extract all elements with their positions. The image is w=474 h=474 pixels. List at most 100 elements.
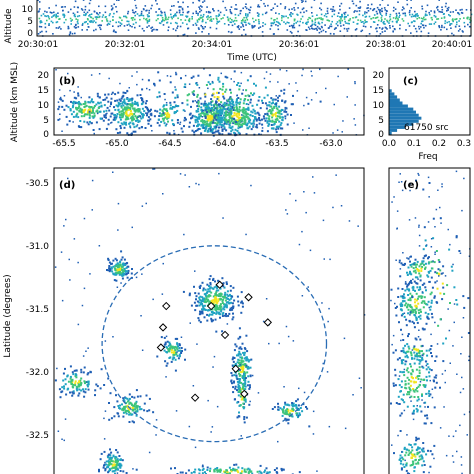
alt-lat-source [421,358,424,361]
alt-lat-source [414,276,417,279]
lon-alt-source [215,101,218,104]
alt-lat-source [409,464,412,467]
lon-alt-source [210,122,213,125]
lon-alt-source [242,89,244,91]
time-altitude-source [466,17,469,20]
lon-alt-source [102,99,105,101]
time-altitude-source [76,21,79,23]
lon-alt-source [91,115,94,118]
alt-lat-source [404,355,407,358]
lon-alt-source [228,115,231,118]
time-altitude-source [348,7,351,9]
time-altitude-source [340,25,342,27]
panel-a-ytick: 0 [27,29,33,39]
time-altitude-source [134,26,136,29]
lon-alt-source [224,104,227,107]
lon-alt-source [215,126,218,128]
plan-view-source [61,386,64,389]
lon-alt-source [196,129,199,132]
plan-view-source [190,471,193,474]
lon-alt-source [230,91,232,94]
time-altitude-source [148,18,151,21]
plan-view-source [123,408,126,411]
lon-alt-source [332,132,334,134]
lon-alt-source [257,99,260,102]
plan-view-source [242,367,245,370]
time-altitude-source [321,21,323,24]
time-altitude-source [422,18,424,20]
alt-lat-source [394,368,397,371]
lon-alt-source [223,122,226,125]
lon-alt-source [197,110,200,113]
time-altitude-source [381,15,383,17]
lon-alt-source [164,116,167,119]
time-altitude-source [115,6,117,8]
lon-alt-source [229,96,232,99]
plan-view-source [210,291,213,294]
alt-lat-source [416,187,418,189]
lon-alt-source [222,82,225,85]
plan-view-source [237,387,240,390]
plan-view-source [76,389,79,392]
lon-alt-source [245,114,248,117]
plan-view-source [117,415,120,418]
time-altitude-source [450,23,453,25]
alt-lat-source [429,450,432,453]
time-altitude-source [349,18,351,20]
alt-lat-source [418,265,421,268]
lon-alt-source [123,121,126,124]
plan-view-source [283,406,285,409]
alt-lat-source [398,321,400,324]
alt-lat-source [455,170,458,173]
lon-alt-source [186,94,189,97]
time-altitude-source [438,10,440,13]
alt-lat-source [416,387,418,390]
plan-view-source [216,469,219,472]
alt-lat-source [409,189,411,192]
lon-alt-source [107,100,110,103]
time-altitude-source [129,25,131,27]
plan-view-source [136,410,139,413]
time-altitude-source [127,10,130,13]
plan-view-source [112,336,114,338]
plan-view-source [63,387,66,390]
plan-view-source [167,344,170,347]
alt-lat-source [417,378,420,380]
alt-lat-source [430,299,433,302]
alt-lat-source [417,451,420,454]
time-altitude-source [206,16,208,18]
time-altitude-source [233,19,236,22]
time-altitude-source [71,32,74,35]
plan-view-source [237,337,240,340]
station-marker [158,323,168,332]
time-altitude-source [465,9,468,11]
lon-alt-source [225,121,228,124]
plan-view-source [232,386,235,389]
time-altitude-source [421,8,424,10]
time-altitude-source [82,22,84,25]
time-altitude-source [392,25,394,28]
time-altitude-source [67,25,70,28]
lon-alt-source [131,104,134,107]
alt-lat-source [419,286,421,289]
lon-alt-source [197,99,200,102]
lon-alt-source [146,112,149,115]
lon-alt-source [305,96,308,99]
lon-alt-source [195,110,198,113]
panel-c-marks [389,89,422,135]
time-altitude-source [199,11,201,13]
alt-lat-source [428,371,430,374]
plan-view-source [224,299,227,302]
plan-view-source [237,370,239,372]
time-altitude-source [454,26,457,28]
lon-alt-source [103,110,105,113]
lon-alt-source [110,101,113,104]
alt-lat-source [418,272,421,275]
plan-view-source [303,391,306,394]
lon-alt-source [90,106,93,109]
plan-view-source [119,463,122,466]
time-altitude-source [55,4,57,7]
lon-alt-source [168,114,171,117]
lon-alt-source [271,107,274,110]
alt-lat-source [459,424,461,427]
